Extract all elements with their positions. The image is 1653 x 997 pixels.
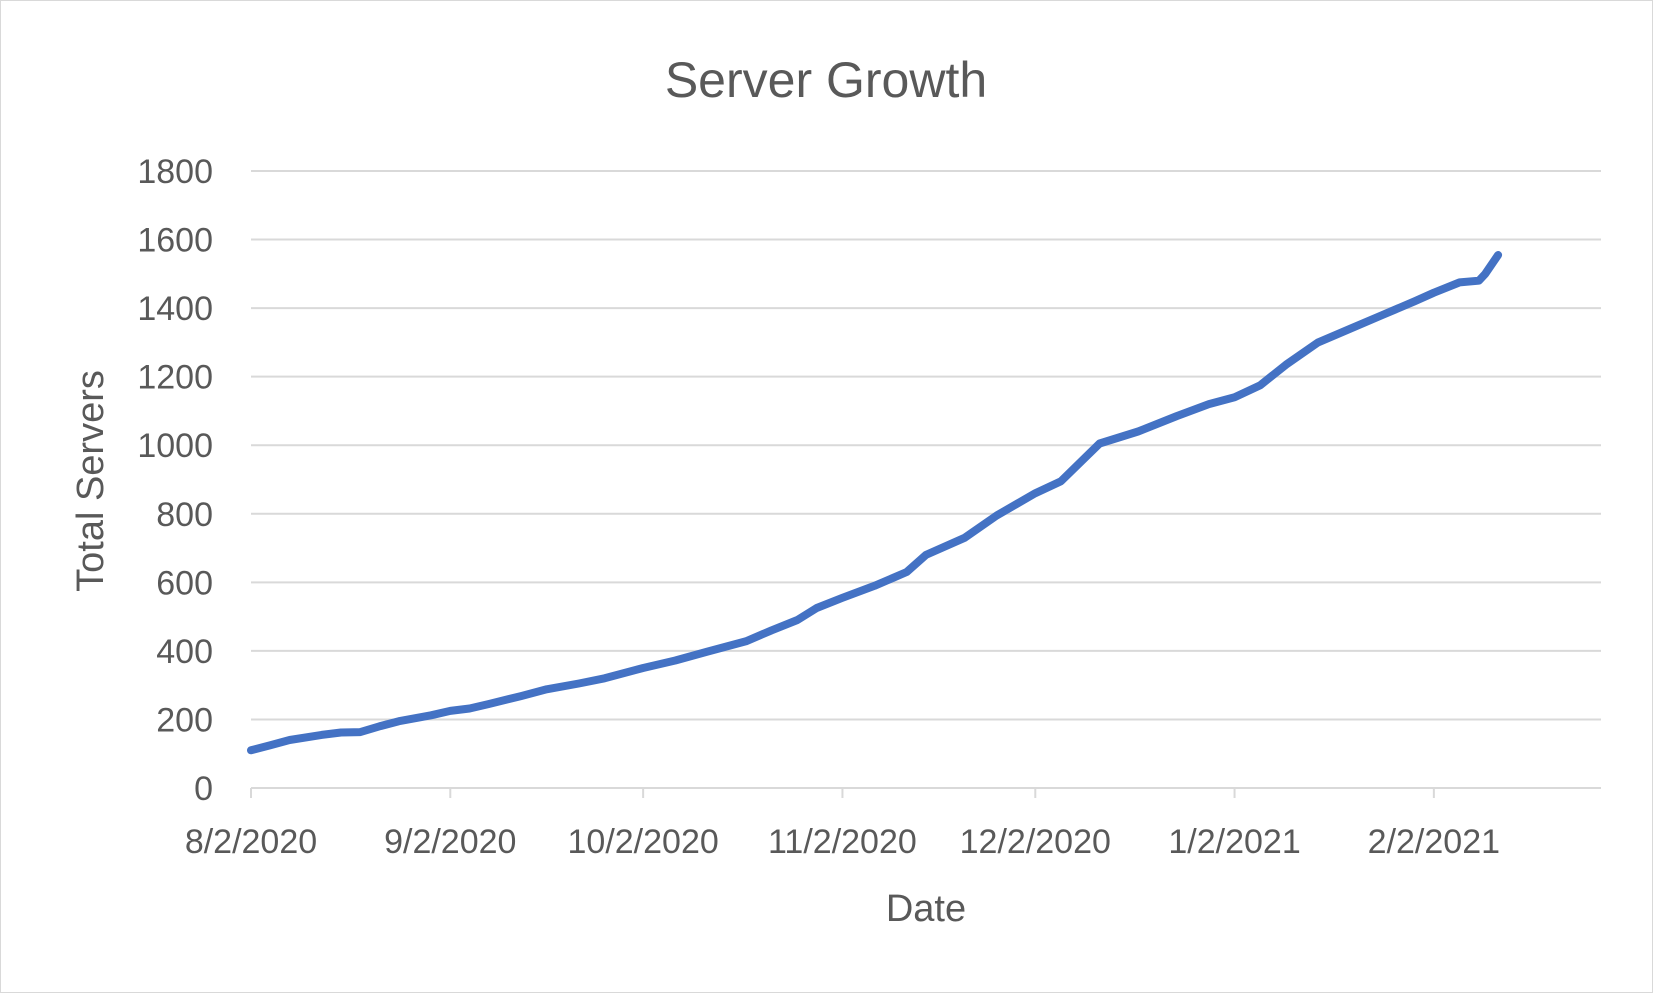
- y-tick-label: 1400: [137, 290, 213, 328]
- gridlines: [251, 170, 1601, 721]
- y-tick-label: 1000: [137, 427, 213, 465]
- series-line-0: [247, 251, 1503, 755]
- x-axis: 8/2/2020 9/2/2020 10/2/2020 11/2/2020 12/2/2…: [185, 787, 1601, 861]
- y-tick-label: 1800: [137, 153, 213, 191]
- x-tick-label: 11/2/2020: [768, 823, 917, 861]
- y-tick-label: 600: [156, 564, 213, 602]
- x-tick-label: 1/2/2021: [1168, 823, 1300, 861]
- y-tick-label: 0: [194, 770, 213, 808]
- y-axis-ticks: 0 200 400 600 800 1000 1200 1400 1600 1800: [137, 153, 213, 808]
- y-tick-label: 200: [156, 701, 213, 739]
- x-tick-label: 12/2/2020: [960, 823, 1111, 861]
- series-group: [247, 251, 1503, 755]
- y-tick-label: 800: [156, 496, 213, 534]
- chart-title: Server Growth: [665, 52, 987, 108]
- x-tick-label: 8/2/2020: [185, 823, 317, 861]
- y-tick-label: 1600: [137, 222, 213, 260]
- x-tick-label: 9/2/2020: [384, 823, 516, 861]
- y-axis-title: Total Servers: [70, 370, 112, 592]
- x-axis-title: Date: [886, 888, 966, 930]
- y-tick-label: 1200: [137, 359, 213, 397]
- y-tick-label: 400: [156, 633, 213, 671]
- x-tick-label: 2/2/2021: [1368, 823, 1500, 861]
- x-tick-label: 10/2/2020: [568, 823, 719, 861]
